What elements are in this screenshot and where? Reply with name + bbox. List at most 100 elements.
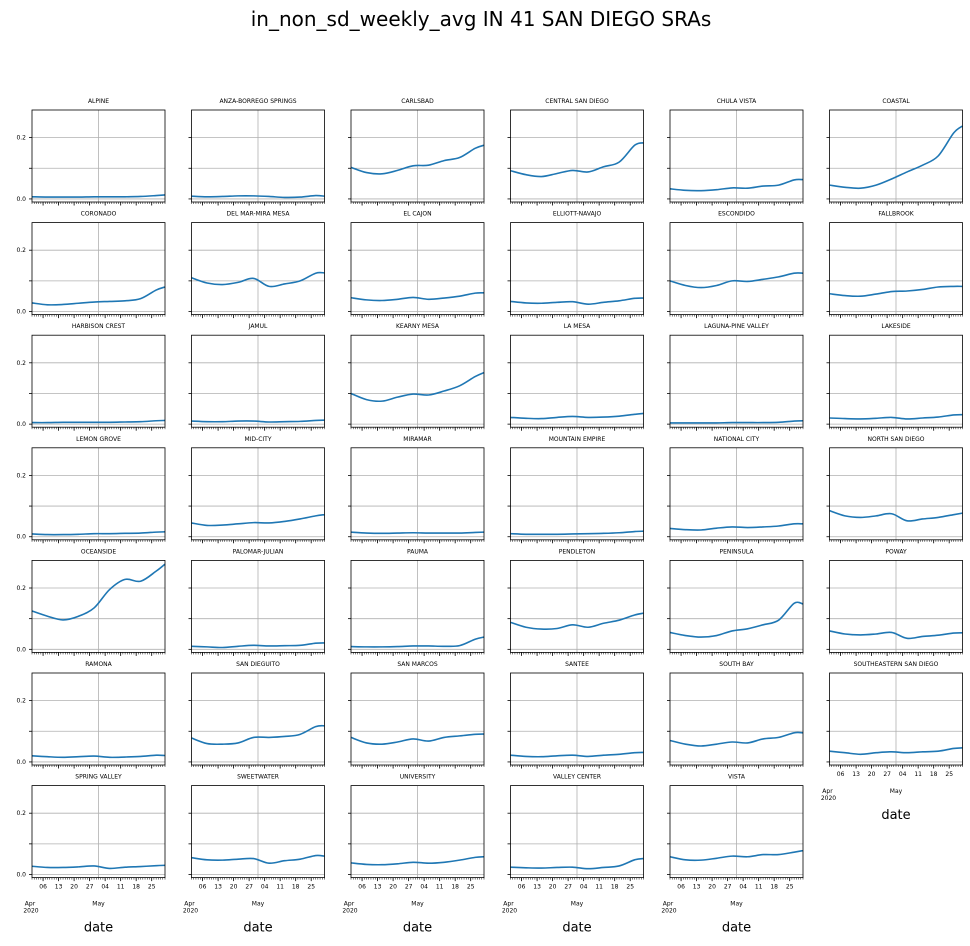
x-start-month-label: Apr bbox=[503, 901, 514, 908]
panel: DEL MAR-MIRA MESA bbox=[188, 211, 325, 319]
series-line bbox=[350, 531, 485, 535]
panel-title: MID-CITY bbox=[244, 436, 271, 443]
series-line bbox=[350, 733, 485, 745]
panel: LA MESA bbox=[507, 323, 644, 431]
panel-frame bbox=[510, 109, 644, 203]
panel-frame bbox=[191, 109, 325, 203]
series-line bbox=[669, 731, 804, 747]
panel: EL CAJON bbox=[348, 211, 485, 319]
series-line bbox=[510, 297, 644, 305]
y-tick-label: 0.0 bbox=[16, 646, 26, 653]
x-tick-label: 20 bbox=[389, 884, 397, 891]
x-start-month-label: Apr bbox=[822, 788, 833, 795]
panel-title: CARLSBAD bbox=[401, 98, 434, 105]
panel: LAKESIDE bbox=[826, 323, 963, 431]
x-tick-label: 20 bbox=[549, 884, 557, 891]
panel-title: NORTH SAN DIEGO bbox=[868, 436, 925, 443]
x-tick-label: 06 bbox=[677, 884, 685, 891]
series-line bbox=[829, 630, 963, 640]
series-line bbox=[31, 864, 166, 870]
panel-title: CORONADO bbox=[81, 211, 117, 218]
series-line bbox=[191, 724, 325, 746]
series-line bbox=[669, 849, 804, 862]
panel-title: ANZA-BORREGO SPRINGS bbox=[219, 98, 296, 105]
panel: NORTH SAN DIEGO bbox=[826, 436, 963, 544]
panel-title: CHULA VISTA bbox=[717, 98, 757, 105]
panel-title: ESCONDIDO bbox=[718, 211, 755, 218]
panel-title: RAMONA bbox=[85, 661, 112, 668]
series-line bbox=[350, 291, 485, 302]
panel-frame bbox=[191, 560, 325, 653]
panel-frame bbox=[829, 672, 963, 766]
panel-frame bbox=[31, 447, 166, 541]
x-tick-label: 13 bbox=[533, 884, 541, 891]
y-tick-label: 0.0 bbox=[16, 421, 26, 428]
panel-frame bbox=[669, 672, 804, 766]
panel-frame bbox=[510, 672, 644, 766]
series-line bbox=[31, 194, 166, 198]
x-start-month-label: Apr bbox=[25, 901, 36, 908]
panel-title: HARBISON CREST bbox=[72, 323, 126, 330]
figure-title: in_non_sd_weekly_avg IN 41 SAN DIEGO SRA… bbox=[251, 7, 712, 31]
panel: SANTEE bbox=[507, 661, 644, 769]
panel-frame bbox=[829, 447, 963, 541]
x-tick-label: 20 bbox=[230, 884, 238, 891]
panel: SOUTH BAY bbox=[667, 661, 804, 769]
panel-title: SAN DIEGUITO bbox=[236, 661, 280, 668]
x-start-year-label: 2020 bbox=[661, 908, 676, 915]
series-line bbox=[31, 754, 166, 759]
series-line bbox=[829, 125, 963, 190]
y-tick-label: 0.2 bbox=[16, 585, 26, 592]
y-tick-label: 0.2 bbox=[16, 135, 26, 142]
x-tick-label: 04 bbox=[580, 884, 588, 891]
panel: PAUMA bbox=[348, 548, 485, 656]
panel-title: PALOMAR-JULIAN bbox=[233, 548, 284, 555]
x-tick-label: 20 bbox=[708, 884, 716, 891]
panel: POWAY bbox=[826, 548, 963, 656]
panel-title: COASTAL bbox=[882, 98, 910, 105]
x-tick-label: 06 bbox=[518, 884, 526, 891]
series-line bbox=[191, 642, 325, 649]
panel-title: UNIVERSITY bbox=[400, 774, 436, 781]
y-tick-label: 0.0 bbox=[16, 759, 26, 766]
panel: KEARNY MESA bbox=[348, 323, 485, 431]
y-tick-label: 0.2 bbox=[16, 810, 26, 817]
x-tick-label: 27 bbox=[724, 884, 732, 891]
x-start-month-label: Apr bbox=[663, 901, 674, 908]
panel-title: PENINSULA bbox=[720, 548, 755, 555]
series-line bbox=[669, 178, 804, 192]
series-line bbox=[350, 371, 485, 403]
x-axis-label: date bbox=[243, 921, 272, 936]
series-line bbox=[350, 144, 485, 175]
panel-frame bbox=[191, 447, 325, 541]
x-month-label: May bbox=[730, 901, 743, 908]
panel-title: SOUTHEASTERN SAN DIEGO bbox=[854, 661, 939, 668]
panel-title: NATIONAL CITY bbox=[714, 436, 760, 443]
x-month-label: May bbox=[890, 788, 903, 795]
panel-frame bbox=[829, 334, 963, 428]
panel-frame bbox=[669, 447, 804, 541]
y-tick-label: 0.0 bbox=[16, 534, 26, 541]
panel-title: JAMUL bbox=[248, 323, 268, 330]
panel: MID-CITY bbox=[188, 436, 325, 544]
panel-frame bbox=[191, 334, 325, 428]
x-tick-label: 25 bbox=[307, 884, 315, 891]
panel: ESCONDIDO bbox=[667, 211, 804, 319]
series-line bbox=[191, 513, 325, 527]
x-tick-label: 04 bbox=[261, 884, 269, 891]
x-tick-label: 18 bbox=[292, 884, 300, 891]
x-tick-label: 25 bbox=[786, 884, 794, 891]
panel: LEMON GROVE 0.0 0.2 bbox=[16, 436, 166, 544]
x-tick-label: 18 bbox=[930, 771, 938, 778]
panel-frame bbox=[350, 672, 485, 766]
x-start-year-label: 2020 bbox=[821, 795, 836, 802]
x-axis-label: date bbox=[722, 921, 751, 936]
x-tick-label: 27 bbox=[405, 884, 413, 891]
panel: ELLIOTT-NAVAJO bbox=[507, 211, 644, 319]
x-tick-label: 27 bbox=[564, 884, 572, 891]
